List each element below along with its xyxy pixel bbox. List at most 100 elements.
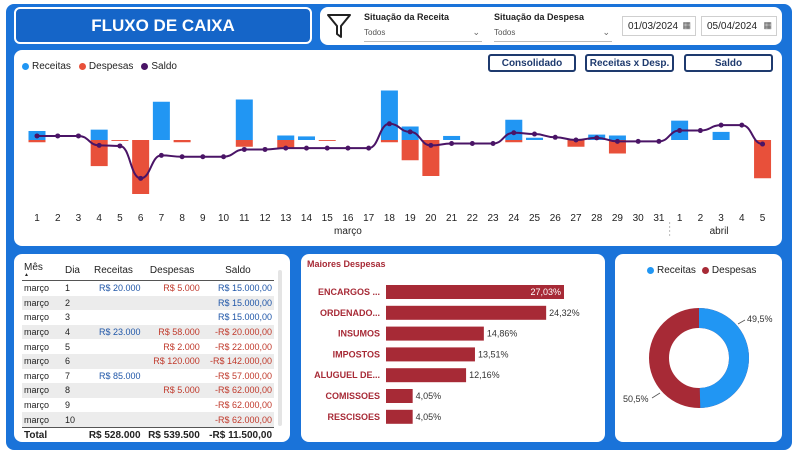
saldo-point [760, 141, 766, 147]
table-cell: 4 [64, 327, 70, 338]
calendar-icon[interactable]: ▦ [763, 20, 772, 30]
expense-bar [386, 368, 467, 383]
table-row[interactable]: março 7 R$ 85.000 -R$ 57.000,00 [22, 368, 274, 384]
despesas-bar [505, 140, 523, 143]
x-tick-label: 31 [653, 213, 665, 224]
x-tick-label: 9 [200, 213, 206, 224]
despesa-filter-select[interactable]: Todos ⌄ [494, 27, 612, 42]
total-cell: Total [22, 426, 63, 442]
legend-label: Despesas [88, 61, 134, 72]
calendar-icon[interactable]: ▦ [682, 20, 691, 30]
table-row[interactable]: março 10 -R$ 62.000,00 [22, 412, 274, 428]
table-cell [84, 310, 142, 325]
table-row[interactable]: março 8 R$ 5.000 -R$ 62.000,00 [22, 383, 274, 398]
saldo-point [677, 128, 683, 134]
month-label: março [334, 226, 362, 237]
x-tick-label: 8 [179, 213, 185, 224]
despesas-bar [754, 140, 772, 179]
saldo-point [386, 121, 392, 127]
x-tick-label: 27 [570, 213, 582, 224]
table-row[interactable]: março 6 R$ 120.000 -R$ 142.000,00 [22, 353, 274, 369]
leader-line [651, 392, 661, 399]
table-cell [84, 412, 142, 427]
saldo-point [490, 141, 496, 147]
receitas-bar [90, 129, 108, 140]
receita-filter-select[interactable]: Todos ⌄ [364, 27, 482, 42]
table-row[interactable]: março 9 -R$ 62.000,00 [22, 397, 274, 413]
legend-item-receitas[interactable]: Receitas [22, 61, 71, 72]
saldo-point [345, 145, 351, 151]
month-label: abril [710, 226, 729, 237]
table-cell: março [24, 370, 50, 381]
donut-legend: Receitas Despesas [647, 265, 756, 276]
saldo-point [449, 141, 455, 147]
table-row[interactable]: março 2 R$ 15.000,00 [22, 295, 274, 311]
table-cell: R$ 15.000,00 [217, 283, 272, 294]
top-expenses-panel: Maiores Despesas ENCARGOS ... 27,03% ORDEN… [301, 254, 605, 442]
receitas-bar [297, 136, 315, 140]
table-header-row: Mês ▲ Dia Receitas Despesas Saldo [22, 260, 274, 281]
table-cell [84, 339, 142, 354]
table-cell: R$ 23.000 [98, 327, 141, 338]
table-cell: -R$ 62.000,00 [214, 385, 272, 396]
consolidado-button[interactable]: Consolidado [488, 54, 576, 72]
x-tick-label: 14 [301, 213, 313, 224]
legend-label: Saldo [151, 61, 177, 72]
x-tick-label: 26 [550, 213, 562, 224]
category-label: ORDENADO... [320, 308, 380, 318]
table-cell [143, 398, 202, 413]
category-label: ENCARGOS ... [318, 287, 380, 297]
legend-item-despesas[interactable]: Despesas [78, 61, 134, 72]
data-label: 24,32% [549, 308, 580, 318]
legend-item-saldo[interactable]: Saldo [141, 61, 177, 72]
despesas-bar [111, 140, 129, 141]
expense-bar [386, 347, 475, 362]
receitas-swatch [22, 63, 29, 70]
filter-icon[interactable] [326, 12, 352, 40]
column-header[interactable]: Mês ▲ [22, 260, 63, 281]
despesas-bar [380, 140, 398, 143]
table-scrollbar[interactable] [278, 270, 282, 426]
data-label: 49,5% [747, 314, 773, 324]
data-label: 27,03% [530, 287, 561, 297]
table-cell: 10 [64, 414, 75, 425]
despesas-bar [277, 140, 295, 149]
saldo-point [739, 122, 745, 128]
saldo-point [697, 128, 703, 134]
legend-item-despesas[interactable]: Despesas [701, 265, 756, 276]
receitas-bar [505, 119, 523, 140]
table-row[interactable]: março 3 R$ 15.000,00 [22, 310, 274, 325]
table-cell: R$ 85.000 [98, 370, 141, 381]
table-row[interactable]: março 5 R$ 2.000 -R$ 22.000,00 [22, 339, 274, 354]
column-header[interactable]: Saldo [201, 260, 274, 281]
table-cell: -R$ 62.000,00 [214, 414, 272, 425]
date-start-value: 01/03/2024 [628, 20, 679, 32]
x-tick-label: 10 [218, 213, 230, 224]
receitas-bar [526, 137, 544, 140]
receitas-bar [712, 131, 730, 140]
legend-item-receitas[interactable]: Receitas [647, 265, 696, 276]
receitas-x-desp-button[interactable]: Receitas x Desp. [585, 54, 674, 72]
saldo-point [614, 138, 620, 144]
saldo-point [75, 133, 81, 139]
expense-bar [386, 326, 484, 341]
column-header[interactable]: Despesas [142, 260, 202, 281]
column-header[interactable]: Dia [62, 260, 85, 281]
x-tick-label: 15 [322, 213, 334, 224]
table-cell: -R$ 62.000,00 [214, 400, 272, 411]
saldo-button[interactable]: Saldo [684, 54, 773, 72]
table-row[interactable]: março 1 R$ 20.000 R$ 5.000 R$ 15.000,00 [22, 280, 274, 296]
table-cell: R$ 120.000 [153, 356, 200, 367]
table-cell: -R$ 20.000,00 [214, 327, 272, 338]
saldo-point [221, 154, 227, 160]
x-tick-label: 3 [76, 213, 82, 224]
table-row[interactable]: março 4 R$ 23.000 R$ 58.000 -R$ 20.000,00 [22, 324, 274, 340]
despesas-bar [132, 140, 150, 194]
table-cell [143, 369, 202, 384]
despesa-filter-label: Situação da Despesa [494, 12, 585, 22]
date-start-input[interactable]: 01/03/2024 ▦ [622, 16, 696, 36]
saldo-point [96, 142, 102, 148]
despesas-bar [90, 140, 108, 167]
date-end-input[interactable]: 05/04/2024 ▦ [701, 16, 777, 36]
column-header[interactable]: Receitas [84, 260, 143, 281]
